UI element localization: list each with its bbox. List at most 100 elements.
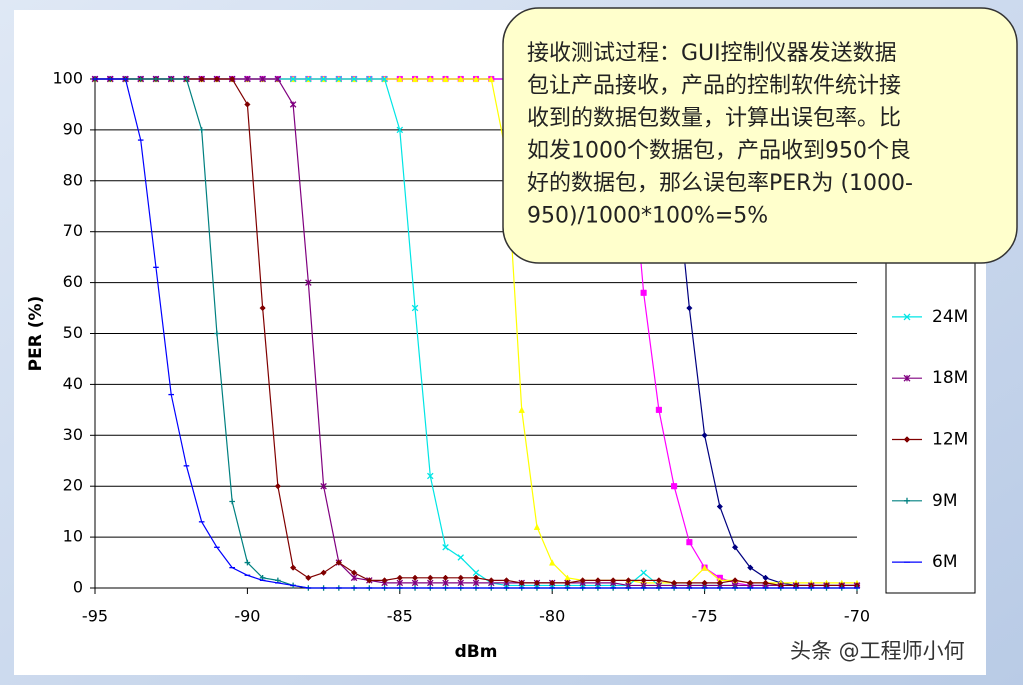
marker [442, 574, 449, 581]
marker [548, 559, 556, 566]
legend-label: 18M [932, 368, 968, 388]
marker [488, 577, 495, 584]
marker [198, 75, 205, 83]
marker [335, 75, 343, 83]
marker [244, 559, 251, 566]
marker [320, 482, 327, 490]
marker [457, 574, 464, 581]
marker [533, 523, 541, 530]
marker [396, 574, 403, 581]
watermark: 头条 @工程师小何 [790, 639, 965, 663]
marker [153, 76, 159, 82]
marker [350, 75, 358, 83]
marker [655, 406, 662, 413]
marker [472, 579, 480, 587]
legend-label: 9M [932, 491, 957, 511]
marker [366, 75, 373, 83]
marker [396, 579, 404, 587]
marker [396, 75, 404, 83]
marker [457, 75, 464, 83]
marker [457, 554, 465, 561]
marker [716, 503, 723, 510]
marker [472, 574, 480, 581]
marker [168, 76, 174, 82]
marker [289, 101, 297, 108]
legend-label: 6M [932, 552, 957, 572]
marker [903, 436, 911, 443]
marker [442, 75, 449, 83]
marker [686, 304, 693, 312]
y-tick-label: 40 [63, 374, 83, 393]
marker [904, 497, 910, 504]
marker [213, 75, 221, 83]
callout-text: 收到的数据包数量，计算出误包率。比 [527, 106, 901, 131]
y-tick-label: 10 [63, 527, 83, 546]
marker [640, 569, 647, 576]
marker [259, 75, 266, 83]
marker [289, 75, 297, 83]
marker [427, 75, 434, 83]
marker [731, 544, 739, 551]
marker [259, 304, 266, 312]
marker [274, 483, 282, 490]
x-tick-label: -95 [82, 607, 108, 626]
y-tick-label: 80 [63, 170, 83, 189]
marker [244, 75, 251, 83]
marker [427, 574, 434, 581]
marker [472, 569, 480, 576]
marker [671, 483, 678, 490]
marker [625, 577, 632, 584]
callout-text: 接收测试过程：GUI控制仪器发送数据 [527, 41, 897, 66]
marker [442, 544, 449, 551]
x-tick-label: -85 [387, 607, 413, 626]
marker [305, 75, 312, 83]
marker [305, 574, 312, 581]
marker [381, 577, 388, 584]
marker [320, 569, 327, 576]
marker [259, 575, 266, 581]
y-tick-label: 60 [63, 272, 83, 291]
marker [335, 559, 342, 566]
marker [320, 75, 327, 83]
marker [411, 75, 419, 83]
callout-text: 如发1000个数据包，产品收到950个良 [527, 139, 911, 164]
marker [747, 564, 754, 571]
y-tick-label: 0 [73, 578, 83, 597]
marker [244, 101, 251, 108]
marker [640, 577, 647, 584]
callout-text: 包让产品接收，产品的控制软件统计接 [527, 74, 901, 99]
x-tick-label: -90 [234, 607, 260, 626]
marker [701, 564, 708, 571]
marker [903, 313, 911, 321]
y-tick-label: 70 [63, 221, 83, 240]
callout-text: 好的数据包，那么误包率PER为 (1000- [527, 171, 913, 196]
marker [275, 577, 281, 584]
marker [518, 406, 525, 413]
marker [350, 569, 358, 576]
marker [411, 574, 419, 581]
marker [655, 577, 663, 584]
marker [137, 76, 144, 82]
marker [198, 127, 205, 133]
y-axis-title: PER (%) [26, 296, 46, 372]
marker [903, 374, 911, 382]
marker [411, 304, 419, 312]
legend-label: 12M [932, 430, 968, 450]
marker [366, 577, 373, 584]
marker [701, 432, 708, 439]
y-tick-label: 50 [63, 323, 83, 342]
marker [640, 289, 647, 296]
marker [396, 126, 404, 134]
marker [442, 579, 449, 587]
marker [472, 75, 480, 83]
marker [503, 577, 510, 584]
marker [686, 539, 693, 546]
marker [579, 577, 586, 584]
x-tick-label: -70 [844, 607, 870, 626]
marker [610, 577, 617, 584]
marker [488, 75, 495, 83]
legend-label: 24M [932, 307, 968, 327]
marker [594, 577, 602, 584]
marker [289, 564, 297, 571]
marker [381, 75, 388, 83]
